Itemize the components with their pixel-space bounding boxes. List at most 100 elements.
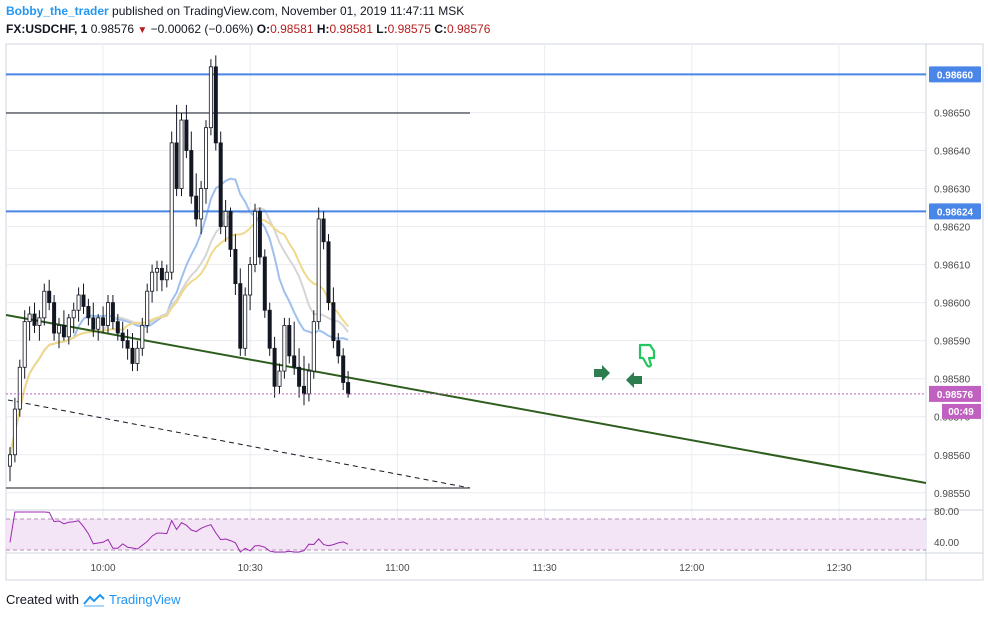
candle — [321, 211, 326, 250]
candle — [27, 306, 32, 341]
price-tick-label: 0.98610 — [934, 261, 971, 272]
candle — [326, 234, 331, 311]
change-down-icon: ▼ — [137, 25, 148, 36]
open-label: O: — [256, 22, 271, 36]
candle — [346, 371, 351, 398]
price-tick-label: 0.98630 — [934, 185, 971, 196]
candle — [17, 359, 22, 417]
candle — [292, 321, 297, 375]
current-price-label: 0.98576 — [937, 390, 974, 401]
countdown-tag — [942, 403, 981, 419]
open-value: 0.98581 — [270, 22, 314, 36]
candle — [297, 348, 302, 398]
time-tick-label: 10:00 — [90, 563, 115, 574]
candle — [130, 333, 135, 372]
created-with-text: Created with — [6, 592, 79, 607]
footer: Created with TradingView — [6, 592, 181, 607]
candle — [7, 447, 12, 482]
candle — [164, 264, 169, 288]
level-price-tag — [929, 203, 981, 220]
candle — [86, 298, 91, 326]
candle — [47, 279, 52, 311]
level-price-label: 0.98624 — [937, 207, 974, 218]
candle — [66, 314, 71, 345]
candle — [252, 203, 257, 273]
time-tick-label: 12:30 — [826, 563, 851, 574]
candle — [277, 363, 282, 394]
candle — [52, 295, 57, 341]
horizontal-levels[interactable] — [6, 73, 926, 213]
candle — [267, 302, 272, 356]
green-trend-line[interactable] — [5, 314, 927, 484]
candle — [174, 104, 179, 197]
rsi-tick-80: 80.00 — [934, 507, 959, 518]
countdown-label: 00:49 — [948, 407, 974, 418]
ohlc-legend: FX:USDCHF, 1 0.98576 ▼ −0.00062 (−0.06%)… — [6, 22, 490, 36]
candle — [341, 348, 346, 391]
candle — [331, 287, 336, 349]
candle — [316, 207, 321, 330]
price-axis-ticks: 0.985500.985600.985700.985800.985900.986… — [934, 108, 971, 499]
time-axis-ticks: 10:00 10:30 11:00 11:30 12:00 12:30 — [90, 563, 851, 574]
last-price: 0.98576 — [90, 22, 135, 36]
candle — [57, 317, 62, 349]
current-price-tag — [929, 385, 981, 402]
candle — [101, 306, 106, 334]
price-tick-label: 0.98580 — [934, 375, 971, 386]
low-label: L: — [376, 22, 388, 36]
price-tick-label: 0.98600 — [934, 299, 971, 310]
candle — [311, 310, 316, 379]
candle — [81, 283, 86, 315]
close-label: C: — [434, 22, 447, 36]
candle — [150, 264, 155, 303]
candle — [179, 112, 184, 197]
candle — [228, 207, 233, 257]
price-tick-label: 0.98550 — [934, 489, 971, 500]
rsi-pane: 80.00 40.00 — [6, 507, 959, 553]
candle — [37, 310, 42, 341]
candle — [203, 120, 208, 204]
candle — [120, 321, 125, 349]
candle — [96, 314, 101, 341]
candle — [208, 59, 213, 136]
level-price-label: 0.98660 — [937, 70, 974, 81]
time-tick-label: 11:30 — [532, 563, 557, 574]
candle — [213, 55, 218, 151]
candle — [61, 310, 66, 341]
candle — [223, 199, 228, 242]
time-tick-label: 10:30 — [238, 563, 263, 574]
arrow-left-icon[interactable] — [626, 372, 642, 388]
candle — [238, 268, 243, 356]
high-label: H: — [316, 22, 330, 36]
price-tick-label: 0.98590 — [934, 337, 971, 348]
candle — [287, 317, 292, 364]
moving-averages — [9, 177, 349, 456]
candle — [306, 363, 311, 402]
author-name[interactable]: Bobby_the_trader — [6, 4, 109, 18]
candle — [71, 302, 76, 334]
tradingview-brand-link[interactable]: TradingView — [108, 592, 181, 607]
candle — [140, 317, 145, 356]
rsi-band — [6, 519, 926, 550]
published-text: published on TradingView.com, November 0… — [112, 4, 465, 18]
candle — [76, 287, 81, 322]
price-tick-label: 0.98560 — [934, 451, 971, 462]
grid-lines — [6, 44, 926, 553]
rsi-line — [9, 511, 349, 553]
candle — [199, 180, 204, 235]
annotations — [594, 343, 656, 388]
thumbs-down-icon[interactable] — [638, 343, 656, 368]
price-tags: 0.98660 0.98624 0.98576 00:49 — [929, 66, 981, 419]
chart-frame — [5, 43, 984, 581]
candle — [184, 104, 189, 159]
candle — [272, 336, 277, 398]
candle — [135, 340, 140, 372]
dashed-trend-line[interactable] — [7, 399, 471, 489]
arrow-right-icon[interactable] — [594, 365, 610, 381]
candle — [110, 295, 115, 330]
candle — [32, 302, 37, 334]
candles — [7, 55, 351, 482]
high-value: 0.98581 — [329, 22, 373, 36]
price-change: −0.00062 (−0.06%) — [150, 22, 254, 36]
